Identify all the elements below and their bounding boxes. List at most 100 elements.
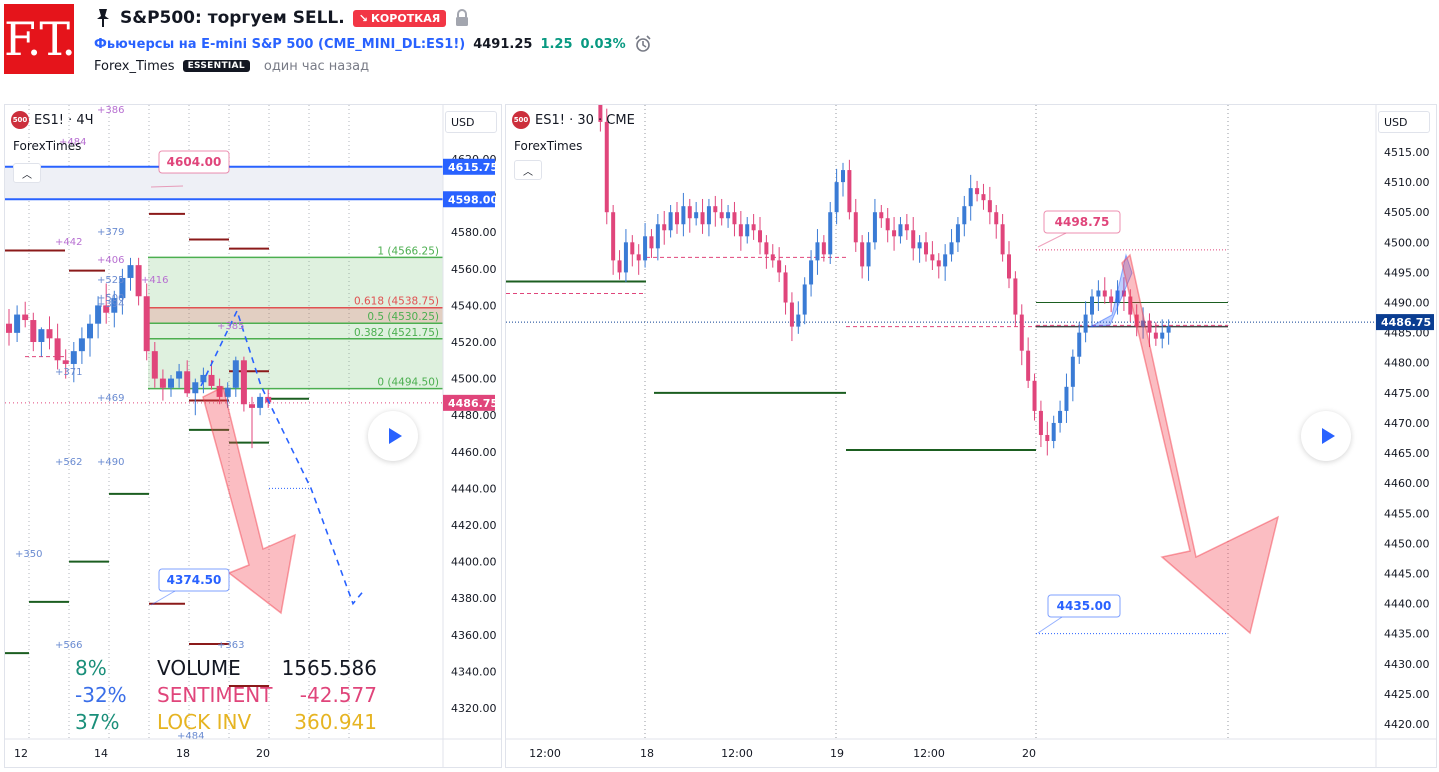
candle-body — [14, 314, 21, 333]
candle-body — [636, 254, 641, 261]
candle-body — [834, 182, 839, 213]
candle-body — [208, 374, 215, 386]
lock-icon — [456, 9, 469, 26]
candle-body — [1096, 290, 1101, 297]
candle-body — [643, 236, 648, 261]
play-button[interactable] — [1301, 411, 1351, 461]
candle-body — [78, 338, 85, 352]
alarm-clock-icon[interactable] — [634, 35, 652, 53]
symbol-link[interactable]: Фьючерсы на E-mini S&P 500 (CME_MINI_DL:… — [94, 36, 466, 52]
candle-body — [1051, 422, 1056, 442]
candle-body — [168, 378, 174, 388]
candle-body — [981, 194, 986, 201]
author-logo[interactable]: F.T. — [4, 4, 76, 74]
time-axis-tick: 18 — [176, 747, 190, 760]
candle-body — [22, 314, 29, 321]
candle-body — [216, 385, 223, 397]
candle-body — [694, 212, 699, 219]
candle-body — [1064, 386, 1069, 411]
time-axis-tick: 18 — [640, 747, 654, 760]
candle-body — [706, 206, 711, 225]
symbol-logo-icon: 500 — [512, 111, 530, 129]
stats-value: -42.577 — [300, 683, 377, 707]
price-axis-tick: 4560.00 — [451, 263, 497, 276]
candle-body — [1153, 332, 1158, 339]
candle-body — [1090, 296, 1094, 315]
candle-body — [224, 387, 231, 397]
bearish-arrow — [1121, 253, 1280, 635]
candle-body — [955, 224, 960, 243]
bullish-arrow — [1089, 253, 1133, 328]
stats-percent: 37% — [75, 710, 119, 734]
idea-title: S&P500: торгуем SELL. — [120, 8, 345, 28]
candle-body — [30, 320, 37, 342]
last-price: 4491.25 — [473, 36, 533, 52]
candle-body — [866, 242, 871, 267]
candle-body — [127, 265, 134, 278]
author-name[interactable]: Forex_Times — [94, 58, 175, 74]
stats-value: 1565.586 — [282, 656, 377, 680]
price-axis-tick: 4500.00 — [451, 373, 497, 386]
plan-badge: ESSENTIAL — [182, 60, 250, 72]
candle-body — [240, 360, 247, 405]
projection-path — [200, 308, 363, 606]
candle-body — [119, 277, 126, 299]
candle-body — [630, 242, 635, 255]
play-icon — [388, 428, 402, 444]
chart-30m[interactable]: 4498.75 4435.00 4515.00 4510.00 4505.00 4500.… — [505, 104, 1437, 768]
collapse-legend-button[interactable]: ︿ — [13, 163, 41, 183]
price-axis-tick: 4495.00 — [1384, 266, 1430, 279]
fib-level-label: 0 (4494.50) — [377, 377, 439, 389]
level-annotation: +387 — [97, 105, 124, 108]
level-annotation: +385 — [217, 321, 244, 332]
candle-body — [1160, 332, 1165, 339]
chevron-up-icon: ︿ — [22, 169, 32, 181]
candle-body — [872, 212, 877, 243]
price-axis-tick: 4520.00 — [451, 336, 497, 349]
currency-button[interactable]: USD — [445, 111, 497, 133]
candle-body — [700, 212, 705, 225]
price-axis-tick: 4450.00 — [1384, 537, 1430, 550]
symbol-row: Фьючерсы на E-mini S&P 500 (CME_MINI_DL:… — [94, 34, 652, 54]
currency-button[interactable]: USD — [1378, 111, 1430, 133]
stats-label: LOCK INV — [157, 710, 251, 734]
candle-body — [802, 284, 807, 315]
price-tag-label: 4598.00 — [448, 193, 498, 206]
candle-body — [38, 329, 45, 342]
candle-body — [758, 230, 762, 243]
candle-body — [962, 206, 967, 225]
publish-time: один час назад — [263, 58, 370, 74]
stats-label: SENTIMENT — [157, 683, 273, 707]
arrow-down-right-icon: ↘ — [358, 11, 368, 25]
chart-4h[interactable]: 1 (4566.25) 0.618 (4538.75) 0.5 (4530.25) 0… — [4, 104, 502, 768]
candle-body — [1141, 320, 1146, 327]
candle-body — [713, 206, 718, 213]
chart-4h-canvas[interactable]: 1 (4566.25) 0.618 (4538.75) 0.5 (4530.25) 0… — [5, 105, 501, 767]
candle-body — [968, 188, 973, 207]
candle-body — [777, 260, 782, 273]
candle-body — [249, 404, 255, 408]
candle-body — [815, 242, 820, 261]
candle-body — [681, 206, 686, 225]
price-axis-tick: 4435.00 — [1384, 628, 1430, 641]
time-axis-tick: 20 — [256, 747, 270, 760]
callout-leader — [1037, 232, 1067, 248]
title-row: S&P500: торгуем SELL. ↘ КОРОТКАЯ — [94, 6, 470, 30]
play-icon — [1321, 428, 1335, 444]
price-axis-tick: 4460.00 — [1384, 477, 1430, 490]
candle-body — [1166, 326, 1171, 333]
price-tag — [443, 394, 495, 411]
candle-body — [1032, 380, 1037, 411]
price-axis-tick: 4380.00 — [451, 592, 497, 605]
candle-body — [860, 242, 865, 267]
play-button[interactable] — [368, 411, 418, 461]
time-axis-tick: 12:00 — [529, 747, 561, 760]
collapse-legend-button[interactable]: ︿ — [514, 160, 542, 180]
candle-body — [655, 224, 660, 249]
chart-30m-canvas[interactable]: 4498.75 4435.00 4515.00 4510.00 4505.00 4500.… — [506, 105, 1436, 767]
candle-body — [1128, 296, 1133, 315]
short-badge-label: КОРОТКАЯ — [370, 11, 441, 25]
candle-body — [184, 371, 191, 394]
chevron-up-icon: ︿ — [523, 166, 533, 178]
fib-golden-zone — [148, 307, 443, 324]
